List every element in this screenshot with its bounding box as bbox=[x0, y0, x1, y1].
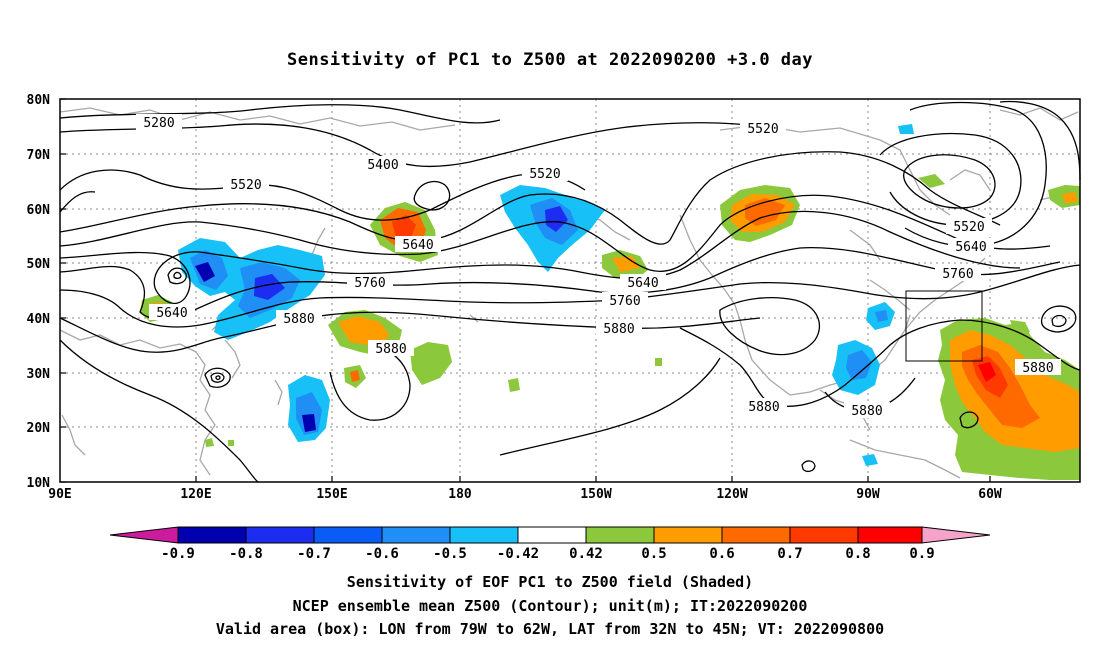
contour-label-text: 5880 bbox=[1022, 361, 1053, 376]
colorbar-label: -0.7 bbox=[297, 546, 331, 562]
lat-label: 70N bbox=[27, 148, 51, 163]
contour-label: 5760 bbox=[347, 274, 393, 291]
contour-label: 5640 bbox=[948, 238, 994, 255]
contour-label-text: 5760 bbox=[609, 294, 640, 309]
colorbar-label: 0.6 bbox=[709, 546, 734, 562]
colorbar-label: 0.42 bbox=[569, 546, 603, 562]
lon-label: 150E bbox=[316, 487, 347, 502]
colorbar-label: -0.9 bbox=[161, 546, 195, 562]
colorbar-label: -0.5 bbox=[433, 546, 467, 562]
colorbar-swatch bbox=[721, 526, 791, 544]
caption-shading: Sensitivity of EOF PC1 to Z500 field (Sh… bbox=[346, 573, 754, 591]
lat-label: 50N bbox=[27, 257, 51, 272]
colorbar-swatch bbox=[177, 526, 247, 544]
colorbar-swatch bbox=[653, 526, 723, 544]
contour-labels: 5280 5400 5520 5520 5520 5520 5640 5640 … bbox=[136, 114, 1061, 419]
caption-contour: NCEP ensemble mean Z500 (Contour); unit(… bbox=[292, 597, 808, 615]
contour-label-text: 5400 bbox=[367, 158, 398, 173]
colorbar-low-arrow bbox=[109, 526, 179, 544]
colorbar-swatch bbox=[857, 526, 923, 544]
lon-label: 150W bbox=[580, 487, 611, 502]
colorbar bbox=[109, 526, 991, 544]
contour-label: 5640 bbox=[395, 236, 441, 253]
contour-label-text: 5880 bbox=[283, 312, 314, 327]
lat-label: 40N bbox=[27, 312, 51, 327]
contour-label: 5880 bbox=[596, 320, 642, 337]
lat-label: 80N bbox=[27, 93, 51, 108]
tick-marks bbox=[60, 98, 991, 483]
colorbar-swatch bbox=[381, 526, 451, 544]
contour-label-text: 5880 bbox=[375, 342, 406, 357]
contour-label: 5880 bbox=[368, 340, 414, 357]
contour-label: 5280 bbox=[136, 114, 182, 131]
lon-label: 90E bbox=[48, 487, 71, 502]
contour-label: 5520 bbox=[740, 120, 786, 137]
contour-label-text: 5520 bbox=[529, 167, 560, 182]
contour-label: 5640 bbox=[620, 274, 666, 291]
lat-label: 20N bbox=[27, 421, 51, 436]
valid-area-box bbox=[905, 290, 983, 362]
lon-label: 90W bbox=[856, 487, 880, 502]
colorbar-high-arrow bbox=[921, 526, 991, 544]
lon-label: 60W bbox=[978, 487, 1002, 502]
colorbar-label: -0.6 bbox=[365, 546, 399, 562]
lon-label: 180 bbox=[448, 487, 472, 502]
contour-label-text: 5760 bbox=[354, 276, 385, 291]
contour-label-text: 5520 bbox=[953, 220, 984, 235]
colorbar-label: -0.42 bbox=[497, 546, 539, 562]
map-frame bbox=[59, 98, 1081, 483]
colorbar-label: 0.5 bbox=[641, 546, 666, 562]
colorbar-swatch bbox=[313, 526, 383, 544]
contour-label-text: 5280 bbox=[143, 116, 174, 131]
colorbar-swatch bbox=[449, 526, 519, 544]
contour-label: 5880 bbox=[844, 402, 890, 419]
lon-label: 120E bbox=[180, 487, 211, 502]
z500-contours bbox=[59, 100, 1081, 483]
contour-label: 5880 bbox=[741, 398, 787, 415]
contour-label-text: 5640 bbox=[402, 238, 433, 253]
contour-label-text: 5880 bbox=[748, 400, 779, 415]
colorbar-swatch bbox=[585, 526, 655, 544]
contour-label-text: 5760 bbox=[942, 267, 973, 282]
colorbar-label: 0.7 bbox=[777, 546, 802, 562]
contour-label-text: 5520 bbox=[747, 122, 778, 137]
contour-label: 5880 bbox=[276, 310, 322, 327]
map-title: Sensitivity of PC1 to Z500 at 2022090200… bbox=[286, 50, 813, 70]
contour-label: 5760 bbox=[602, 292, 648, 309]
contour-label: 5400 bbox=[360, 156, 406, 173]
colorbar-label: 0.9 bbox=[909, 546, 934, 562]
contour-label-text: 5880 bbox=[603, 322, 634, 337]
colorbar-label: -0.8 bbox=[229, 546, 263, 562]
lat-label: 10N bbox=[27, 476, 51, 491]
contour-label: 5880 bbox=[1015, 359, 1061, 376]
lat-label: 60N bbox=[27, 203, 51, 218]
lon-label: 120W bbox=[716, 487, 747, 502]
colorbar-swatch bbox=[245, 526, 315, 544]
contour-label: 5640 bbox=[149, 304, 195, 321]
contour-label-text: 5640 bbox=[156, 306, 187, 321]
contour-label: 5520 bbox=[946, 218, 992, 235]
contour-label-text: 5520 bbox=[230, 178, 261, 193]
lat-label: 30N bbox=[27, 367, 51, 382]
contour-label: 5520 bbox=[223, 176, 269, 193]
lon-labels: 90E 120E 150E 180 150W 120W 90W 60W bbox=[48, 487, 1002, 502]
contour-label: 5520 bbox=[522, 165, 568, 182]
caption-valid-area: Valid area (box): LON from 79W to 62W, L… bbox=[215, 620, 885, 638]
colorbar-labels: -0.9 -0.8 -0.7 -0.6 -0.5 -0.42 0.42 0.5 … bbox=[161, 546, 935, 562]
colorbar-swatch bbox=[517, 526, 587, 544]
contour-label: 5760 bbox=[935, 265, 981, 282]
colorbar-swatch bbox=[789, 526, 859, 544]
contour-label-text: 5640 bbox=[627, 276, 658, 291]
contour-label-text: 5640 bbox=[955, 240, 986, 255]
lat-labels: 80N 70N 60N 50N 40N 30N 20N 10N bbox=[27, 93, 51, 491]
contour-label-text: 5880 bbox=[851, 404, 882, 419]
colorbar-label: 0.8 bbox=[845, 546, 870, 562]
